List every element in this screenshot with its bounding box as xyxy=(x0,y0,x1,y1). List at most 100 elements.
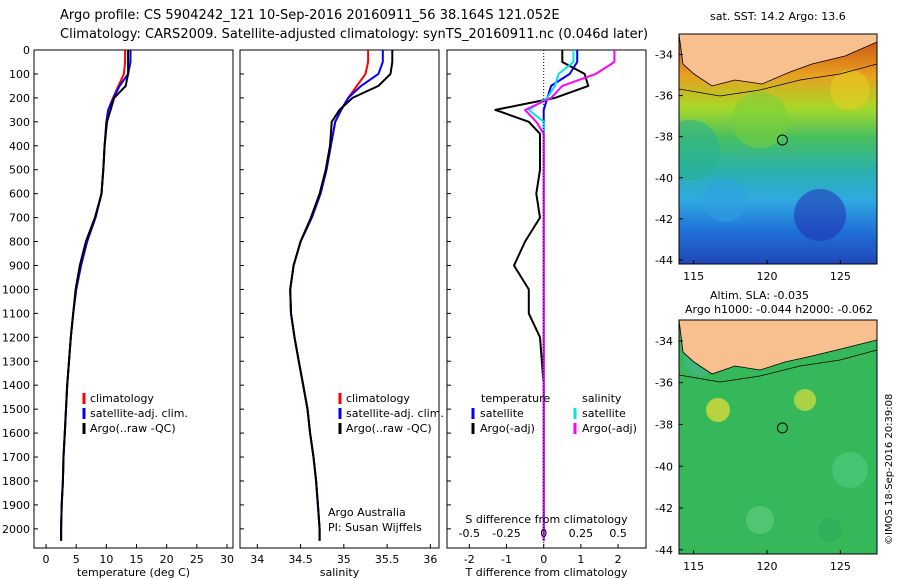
map-x-tick-label: 115 xyxy=(683,560,704,573)
series-line-salinity-argo-adj- xyxy=(524,50,616,541)
map-sla-image xyxy=(679,320,877,554)
top-tick-label: -0.25 xyxy=(492,527,520,540)
depth-tick-label: 1300 xyxy=(2,355,30,368)
x-tick-label: -1 xyxy=(501,553,512,566)
x-tick-label: 36 xyxy=(423,553,437,566)
map-y-tick-label: -36 xyxy=(655,377,673,390)
temp-axis-label: temperature (deg C) xyxy=(77,566,190,579)
map-x-tick-label: 120 xyxy=(757,560,778,573)
top-tick-label: -0.5 xyxy=(459,527,480,540)
depth-tick-label: 100 xyxy=(9,68,30,81)
depth-tick-label: 2000 xyxy=(2,523,30,536)
temp-legend-label: Argo(..raw -QC) xyxy=(90,422,176,435)
series-line-climatology xyxy=(60,50,127,541)
sla-map-title: Altim. SLA: -0.035 xyxy=(710,289,810,302)
sst-map-title: sat. SST: 14.2 Argo: 13.6 xyxy=(710,10,846,23)
x-tick-label: 5 xyxy=(73,553,80,566)
series-line-salinity-satellite xyxy=(527,50,575,541)
x-tick-label: 0 xyxy=(43,553,50,566)
argo-australia-label: Argo Australia xyxy=(328,506,406,519)
sst-patch xyxy=(679,120,720,180)
sla-patch xyxy=(818,518,842,542)
series-line-satellite-adj-clim- xyxy=(289,50,384,541)
top-tick-label: 0 xyxy=(540,527,547,540)
depth-tick-label: 800 xyxy=(9,236,30,249)
top-tick-label: 0.25 xyxy=(569,527,594,540)
map-y-tick-label: -44 xyxy=(655,254,673,267)
depth-tick-label: 0 xyxy=(23,44,30,57)
x-tick-label: -2 xyxy=(464,553,475,566)
x-tick-label: 35 xyxy=(337,553,351,566)
x-tick-label: 25 xyxy=(190,553,204,566)
argo-location-marker xyxy=(776,134,788,146)
diff-legend-label: Argo(-adj) xyxy=(480,422,535,435)
sal-axis-label: salinity xyxy=(320,566,360,579)
map-sst-image xyxy=(679,34,877,264)
map-y-tick-label: -34 xyxy=(655,335,673,348)
diff-legend-label: Argo(-adj) xyxy=(582,422,637,435)
depth-tick-label: 1900 xyxy=(2,499,30,512)
sst-patch xyxy=(830,70,870,110)
temp-legend-label: satellite-adj. clim. xyxy=(90,407,188,420)
chart-title-line1: Argo profile: CS 5904242_121 10-Sep-2016… xyxy=(60,8,560,23)
series-line-temperature-argo-adj- xyxy=(494,50,590,541)
depth-tick-label: 1500 xyxy=(2,403,30,416)
pi-label: PI: Susan Wijffels xyxy=(328,521,422,534)
series-line-argo-raw-qc- xyxy=(60,50,130,541)
depth-tick-label: 600 xyxy=(9,188,30,201)
diff-legend-label: satellite xyxy=(480,407,524,420)
shelf-contour xyxy=(679,349,877,383)
series-line-satellite-adj-clim- xyxy=(60,50,132,541)
depth-tick-label: 500 xyxy=(9,164,30,177)
map-y-tick-label: -38 xyxy=(655,131,673,144)
x-tick-label: 34 xyxy=(250,553,264,566)
x-tick-label: 35.5 xyxy=(375,553,400,566)
map-y-tick-label: -38 xyxy=(655,418,673,431)
panel-frame-3 xyxy=(446,49,647,549)
map-y-tick-label: -40 xyxy=(655,172,673,185)
sla-patch xyxy=(794,389,816,411)
series-line-argo-raw-qc- xyxy=(289,50,394,541)
map-y-tick-label: -44 xyxy=(655,544,673,557)
sla-map-subtitle: Argo h1000: -0.044 h2000: -0.062 xyxy=(685,303,873,316)
chart-title-line2: Climatology: CARS2009. Satellite-adjuste… xyxy=(60,27,649,42)
diff-axis-label: T difference from climatology xyxy=(465,566,628,579)
sst-patch xyxy=(703,178,747,222)
map-y-tick-label: -42 xyxy=(655,502,673,515)
map-y-tick-label: -34 xyxy=(655,49,673,62)
map-frame-sst xyxy=(678,33,878,265)
top-tick-label: 0.5 xyxy=(609,527,627,540)
map-y-tick-label: -36 xyxy=(655,90,673,103)
depth-tick-label: 1600 xyxy=(2,427,30,440)
depth-tick-label: 1200 xyxy=(2,331,30,344)
argo-location-marker xyxy=(776,422,788,434)
sst-patch xyxy=(732,92,788,148)
x-tick-label: 15 xyxy=(130,553,144,566)
series-line-climatology xyxy=(289,50,370,541)
map-x-tick-label: 125 xyxy=(830,560,851,573)
diff-legend-head-right: salinity xyxy=(582,392,622,405)
map-x-tick-label: 120 xyxy=(757,270,778,283)
depth-tick-label: 200 xyxy=(9,92,30,105)
sla-patch xyxy=(746,506,774,534)
x-tick-label: 10 xyxy=(99,553,113,566)
sal-legend-label: climatology xyxy=(346,392,410,405)
depth-tick-label: 1800 xyxy=(2,475,30,488)
depth-tick-label: 700 xyxy=(9,212,30,225)
shelf-contour xyxy=(679,63,877,97)
diff-legend-head-left: temperature xyxy=(481,392,550,405)
depth-tick-label: 400 xyxy=(9,140,30,153)
depth-tick-label: 900 xyxy=(9,259,30,272)
land-mass xyxy=(679,320,877,375)
map-frame-sla xyxy=(678,319,878,555)
map-x-tick-label: 125 xyxy=(830,270,851,283)
temp-legend-label: climatology xyxy=(90,392,154,405)
x-tick-label: 0 xyxy=(540,553,547,566)
map-y-tick-label: -40 xyxy=(655,460,673,473)
x-tick-label: 30 xyxy=(220,553,234,566)
depth-tick-label: 1400 xyxy=(2,379,30,392)
diff-legend-label: satellite xyxy=(582,407,626,420)
x-tick-label: 1 xyxy=(577,553,584,566)
x-tick-label: 20 xyxy=(160,553,174,566)
